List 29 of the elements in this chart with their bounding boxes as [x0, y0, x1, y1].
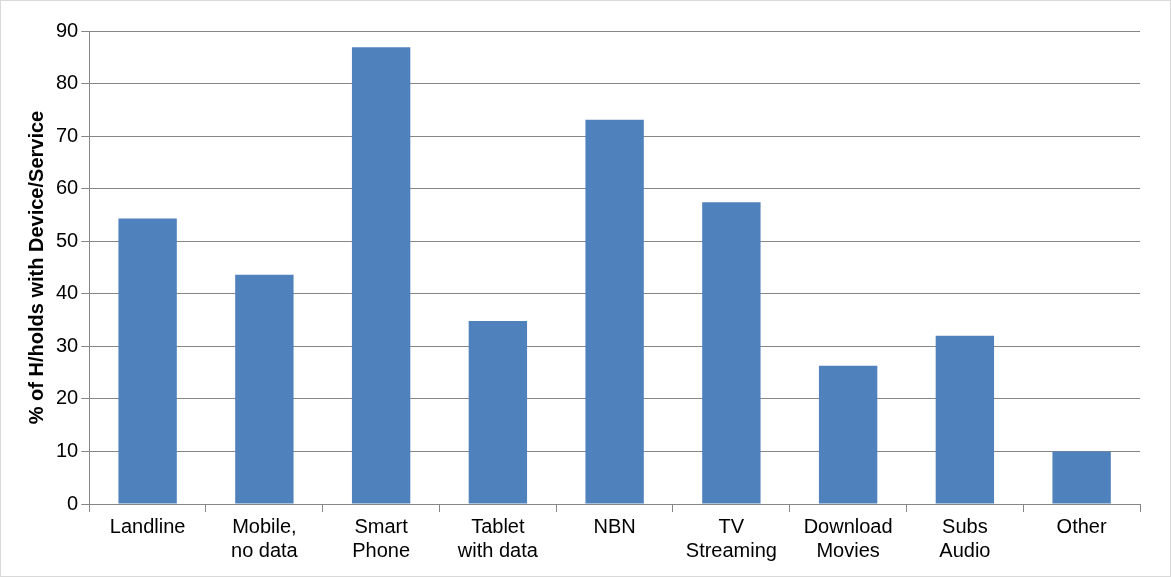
- x-tick-label: NBN: [593, 514, 636, 537]
- x-tick-label: Landline: [109, 514, 186, 537]
- bar: [702, 202, 761, 504]
- bar: [818, 365, 878, 504]
- bar: [118, 218, 177, 504]
- y-tick-label: 10: [56, 438, 79, 461]
- x-tick-label: TV Streaming: [685, 514, 777, 561]
- y-tick-label: 90: [56, 18, 79, 41]
- bar: [585, 119, 644, 504]
- y-tick-label: 80: [56, 71, 79, 94]
- bar: [235, 274, 294, 504]
- x-tick-label: Other: [1056, 514, 1107, 537]
- bar: [468, 321, 528, 504]
- x-tick-label: Smart Phone: [352, 514, 411, 561]
- y-tick-label: 30: [56, 333, 79, 356]
- bar: [351, 47, 411, 504]
- bar: [935, 335, 995, 504]
- x-tick-label: Tablet with data: [456, 514, 539, 561]
- x-tick-label: Subs Audio: [939, 514, 991, 561]
- y-tick-label: 20: [56, 386, 79, 409]
- y-tick-label: 50: [56, 228, 79, 251]
- y-tick-label: 40: [56, 281, 79, 304]
- y-tick-label: 60: [56, 176, 79, 199]
- y-tick-label: 0: [67, 491, 79, 514]
- bar: [1052, 451, 1111, 504]
- y-axis-title: % of H/holds with Device/Service: [24, 110, 47, 425]
- x-tick-label: Mobile, no data: [231, 514, 299, 561]
- x-tick-label: Download Movies: [803, 514, 893, 561]
- y-tick-label: 70: [56, 123, 79, 146]
